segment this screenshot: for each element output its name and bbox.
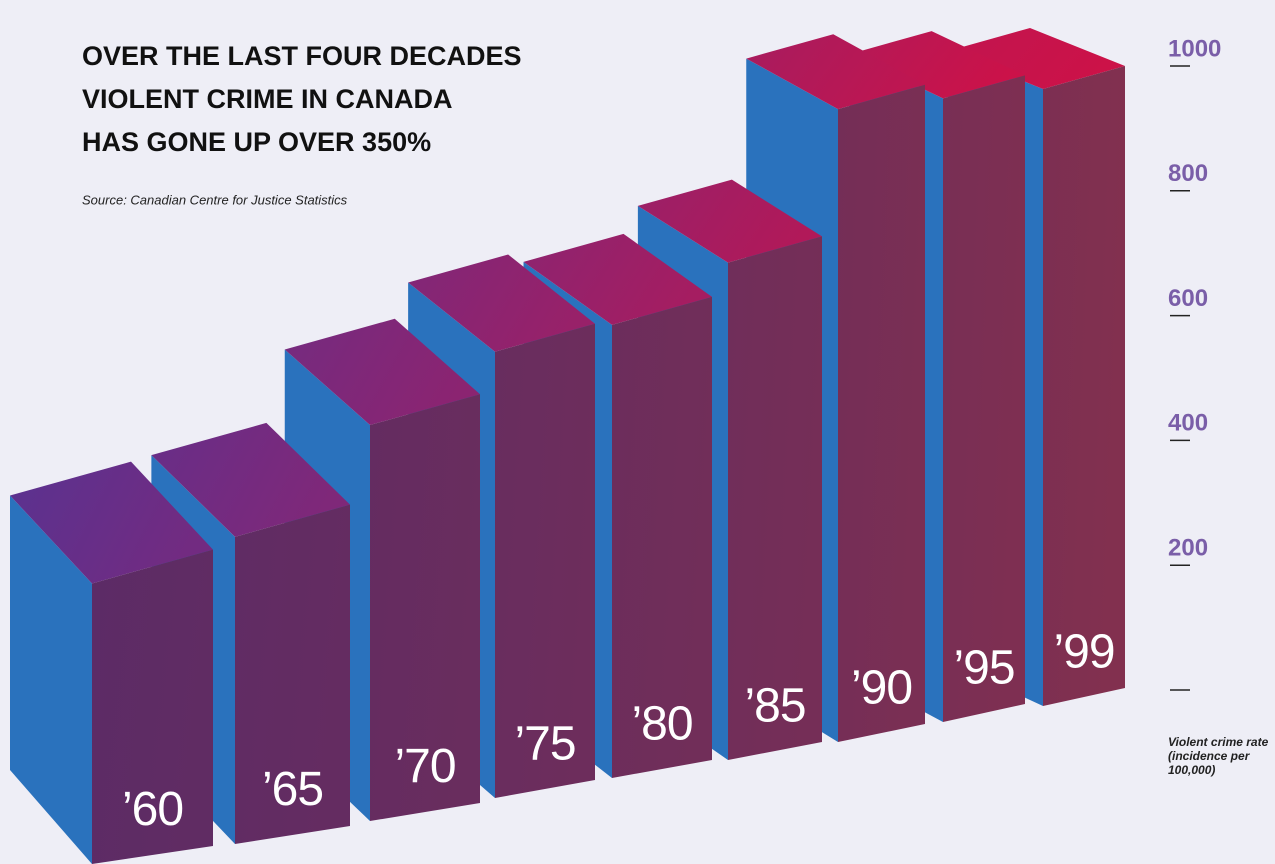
bar-front bbox=[612, 296, 712, 778]
y-tick-label: 200 bbox=[1168, 535, 1208, 562]
bar-front bbox=[370, 394, 480, 821]
axis-title: Violent crime rate bbox=[1168, 735, 1269, 749]
bar-front bbox=[728, 236, 822, 761]
bar-top bbox=[10, 461, 213, 584]
bar-side bbox=[10, 495, 92, 864]
x-tick-label: ’99 bbox=[1053, 625, 1114, 678]
x-tick-label: ’65 bbox=[262, 763, 323, 816]
bar-top bbox=[746, 34, 925, 110]
title-line: VIOLENT CRIME IN CANADA bbox=[82, 84, 453, 114]
bar-top bbox=[849, 31, 1025, 99]
x-tick-label: ’60 bbox=[122, 783, 183, 836]
bar-top bbox=[408, 254, 595, 352]
x-tick-label: ’95 bbox=[953, 641, 1014, 694]
y-tick-label: 400 bbox=[1168, 410, 1208, 437]
bar-top bbox=[151, 422, 350, 537]
bar-front bbox=[943, 75, 1025, 723]
x-tick-label: ’70 bbox=[394, 740, 455, 793]
y-tick-label: 800 bbox=[1168, 160, 1208, 187]
y-tick-label: 600 bbox=[1168, 285, 1208, 312]
bar-top bbox=[637, 179, 822, 263]
title-line: OVER THE LAST FOUR DECADES bbox=[82, 41, 522, 71]
bar-top bbox=[948, 28, 1125, 89]
bar-front bbox=[838, 84, 925, 743]
bar-front bbox=[235, 504, 350, 844]
y-tick-label: 1000 bbox=[1168, 35, 1221, 62]
source: Source: Canadian Centre for Justice Stat… bbox=[82, 192, 348, 207]
title-line: HAS GONE UP OVER 350% bbox=[82, 127, 431, 157]
bar-front bbox=[1043, 66, 1125, 706]
x-tick-label: ’85 bbox=[744, 679, 805, 732]
axis-title: (incidence per bbox=[1168, 749, 1251, 763]
x-tick-label: ’75 bbox=[514, 717, 575, 770]
bar-front bbox=[495, 323, 595, 798]
bar: ’60 bbox=[10, 461, 213, 864]
x-tick-label: ’80 bbox=[631, 697, 692, 750]
bar-top bbox=[284, 318, 480, 426]
bar-front bbox=[92, 549, 213, 864]
x-tick-label: ’90 bbox=[851, 661, 912, 714]
bar-top bbox=[523, 233, 712, 325]
axis-title: 100,000) bbox=[1168, 763, 1215, 777]
